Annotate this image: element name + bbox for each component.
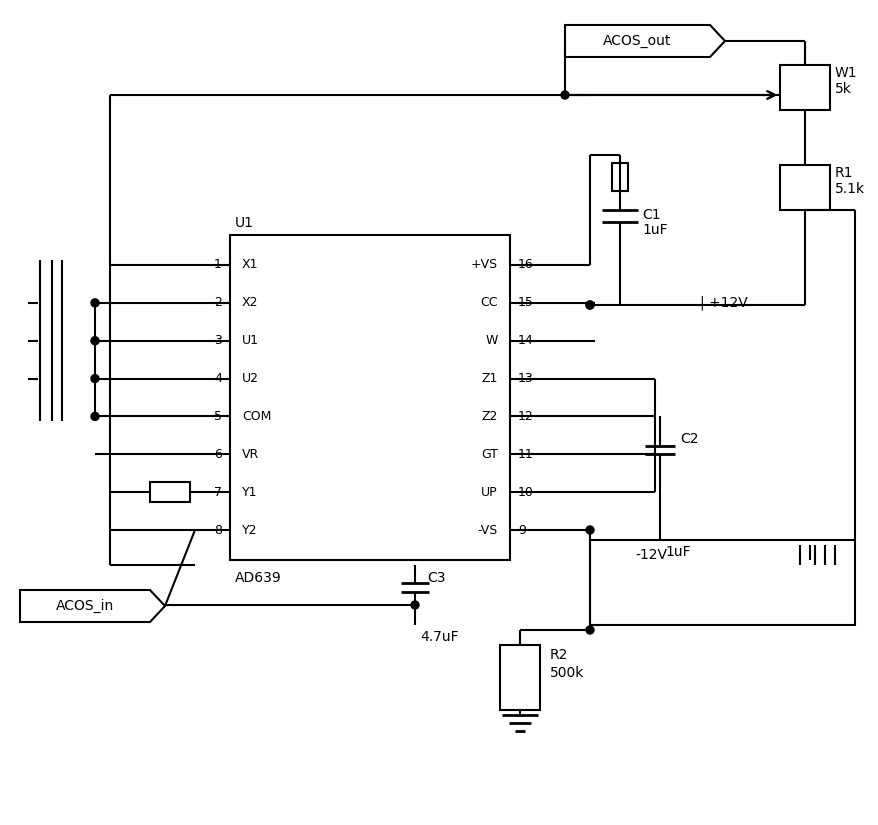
Circle shape [411, 601, 419, 609]
Polygon shape [20, 590, 165, 622]
Text: W1: W1 [834, 66, 857, 80]
Text: -12V: -12V [634, 548, 666, 562]
Text: ACOS_in: ACOS_in [56, 599, 114, 613]
Text: 3: 3 [214, 334, 222, 347]
Circle shape [586, 526, 594, 534]
Text: 10: 10 [517, 486, 533, 498]
Text: -VS: -VS [478, 524, 498, 536]
Bar [779, 65, 829, 110]
Text: C1: C1 [641, 208, 660, 222]
Text: U1: U1 [241, 334, 259, 347]
Circle shape [91, 375, 99, 383]
Text: 7: 7 [213, 486, 222, 498]
Text: GT: GT [480, 448, 498, 461]
Bar [589, 540, 854, 625]
Text: UP: UP [481, 486, 498, 498]
Text: Z2: Z2 [481, 410, 498, 423]
Text: Z1: Z1 [481, 372, 498, 385]
Circle shape [91, 412, 99, 421]
Text: U2: U2 [241, 372, 259, 385]
Bar [230, 235, 509, 560]
Text: 14: 14 [517, 334, 533, 347]
Bar [150, 482, 190, 502]
Circle shape [560, 91, 568, 99]
Text: 5.1k: 5.1k [834, 182, 864, 196]
Text: 8: 8 [213, 524, 222, 536]
Text: R2: R2 [550, 648, 568, 662]
Circle shape [91, 299, 99, 307]
Text: R1: R1 [834, 166, 853, 180]
Text: 13: 13 [517, 372, 533, 385]
Text: ACOS_out: ACOS_out [602, 34, 671, 48]
Text: CC: CC [480, 296, 498, 309]
Text: 5k: 5k [834, 82, 851, 96]
Polygon shape [565, 25, 724, 57]
Text: 4: 4 [214, 372, 222, 385]
Text: 500k: 500k [550, 666, 584, 680]
Text: U1: U1 [234, 216, 254, 230]
Text: W: W [485, 334, 498, 347]
Text: X1: X1 [241, 258, 258, 271]
Text: 2: 2 [214, 296, 222, 309]
Text: 5: 5 [213, 410, 222, 423]
Text: 16: 16 [517, 258, 533, 271]
Text: 1uF: 1uF [641, 223, 667, 237]
Circle shape [586, 301, 594, 309]
Text: VR: VR [241, 448, 259, 461]
Text: COM: COM [241, 410, 271, 423]
Circle shape [586, 626, 594, 634]
Text: 4.7uF: 4.7uF [420, 630, 458, 644]
Text: 11: 11 [517, 448, 533, 461]
Text: 12: 12 [517, 410, 533, 423]
Bar [779, 165, 829, 210]
Text: 6: 6 [214, 448, 222, 461]
Text: 15: 15 [517, 296, 533, 309]
Text: 1uF: 1uF [665, 545, 690, 559]
Text: Y1: Y1 [241, 486, 257, 498]
Bar [500, 645, 539, 710]
Bar [611, 163, 627, 191]
Text: C2: C2 [680, 432, 698, 446]
Circle shape [91, 337, 99, 345]
Text: +VS: +VS [471, 258, 498, 271]
Circle shape [586, 301, 594, 309]
Text: C3: C3 [427, 571, 445, 585]
Text: Y2: Y2 [241, 524, 257, 536]
Text: | +12V: | +12V [699, 295, 747, 310]
Text: 9: 9 [517, 524, 525, 536]
Text: AD639: AD639 [234, 571, 282, 585]
Text: X2: X2 [241, 296, 258, 309]
Text: 1: 1 [214, 258, 222, 271]
